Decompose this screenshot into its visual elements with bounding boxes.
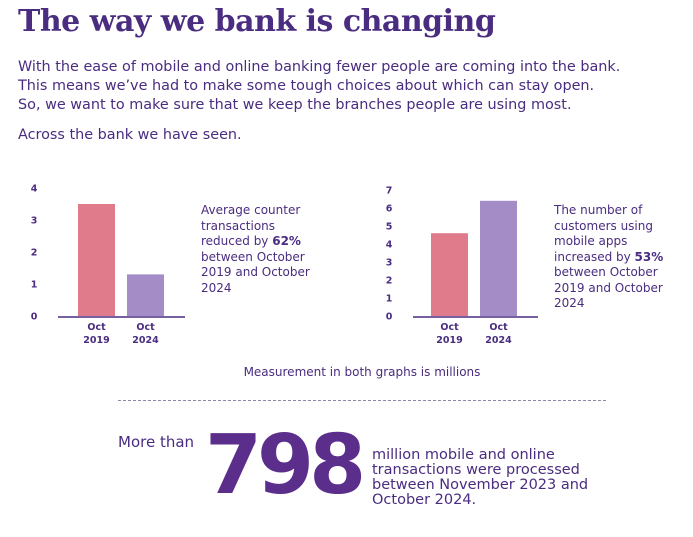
note-text: The number of customers using mobile app… <box>554 203 653 264</box>
y-tick-label: 3 <box>31 216 38 227</box>
note-text: Average counter transactions reduced by <box>201 203 301 248</box>
x-tick-label: 2019 <box>436 335 462 346</box>
note-text: between October 2019 and October 2024 <box>554 265 663 310</box>
x-tick-label: 2024 <box>485 335 512 346</box>
y-tick-label: 4 <box>386 240 393 251</box>
dashed-divider <box>118 400 606 401</box>
y-tick-label: 7 <box>386 186 393 197</box>
bar-oct-2024 <box>480 200 517 316</box>
across-bank-text: Across the bank we have seen. <box>18 127 242 143</box>
intro-paragraph: With the ease of mobile and online banki… <box>18 58 678 115</box>
bar-oct-2019 <box>431 233 468 316</box>
y-tick-label: 6 <box>386 204 393 215</box>
bar-oct-2019 <box>78 204 115 316</box>
transactions-caption: million mobile and online transactions w… <box>372 447 589 508</box>
note-percentage: 53% <box>634 249 664 264</box>
y-tick-label: 0 <box>386 312 393 323</box>
x-tick-label: 2024 <box>132 335 159 346</box>
y-tick-label: 3 <box>386 258 393 269</box>
x-tick-label: Oct <box>136 322 155 333</box>
counter-transactions-note: Average counter transactions reduced by … <box>201 203 319 296</box>
note-percentage: 62% <box>272 234 301 248</box>
y-tick-label: 1 <box>386 294 393 305</box>
page-title: The way we bank is changing <box>18 4 496 39</box>
x-tick-label: Oct <box>440 322 459 333</box>
mobile-app-customers-note: The number of customers using mobile app… <box>554 203 672 312</box>
y-tick-label: 1 <box>31 280 38 291</box>
intro-line: With the ease of mobile and online banki… <box>18 59 621 75</box>
intro-line: This means we’ve had to make some tough … <box>18 78 595 94</box>
counter-transactions-chart: 0 1 2 3 4 Oct 2019 Oct 2024 <box>31 184 185 346</box>
x-tick-label: Oct <box>489 322 508 333</box>
mobile-app-customers-chart: 0 1 2 3 4 5 6 7 Oct 2019 Oct 2024 <box>386 186 538 346</box>
transactions-big-number: 798 <box>205 418 366 513</box>
y-tick-label: 2 <box>386 276 393 287</box>
measurement-note: Measurement in both graphs is millions <box>243 365 481 379</box>
y-tick-label: 0 <box>31 312 38 323</box>
y-tick-label: 5 <box>386 222 393 233</box>
y-tick-label: 2 <box>31 248 38 259</box>
note-text: between October 2019 and October 2024 <box>201 249 310 295</box>
more-than-label: More than <box>118 433 195 451</box>
y-tick-label: 4 <box>31 184 38 195</box>
intro-line: So, we want to make sure that we keep th… <box>18 97 572 113</box>
x-tick-label: Oct <box>87 322 106 333</box>
bar-oct-2024 <box>127 274 164 316</box>
x-tick-label: 2019 <box>83 335 109 346</box>
